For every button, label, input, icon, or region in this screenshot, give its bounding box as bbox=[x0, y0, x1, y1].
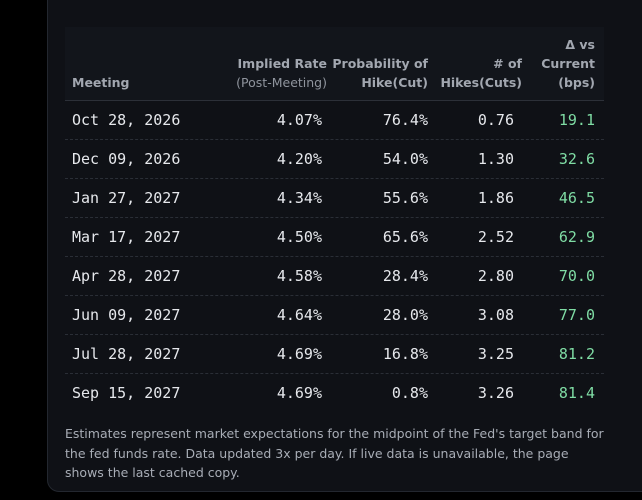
cell-meeting: Jul 28, 2027 bbox=[72, 345, 181, 363]
cell-probability: 55.6% bbox=[382, 189, 428, 207]
cell-hikes: 3.08 bbox=[477, 306, 514, 324]
cell-delta: 62.9 bbox=[558, 228, 595, 246]
cell-implied-rate: 4.34% bbox=[276, 189, 322, 207]
table-row: Apr 28, 2027 4.58% 28.4% 2.80 70.0 bbox=[65, 257, 604, 296]
cell-probability: 28.0% bbox=[382, 306, 428, 324]
table-row: Mar 17, 2027 4.50% 65.6% 2.52 62.9 bbox=[65, 218, 604, 257]
column-header-implied-rate-sub: (Post-Meeting) bbox=[236, 75, 327, 90]
cell-meeting: Jan 27, 2027 bbox=[72, 189, 181, 207]
cell-meeting: Sep 15, 2027 bbox=[72, 384, 181, 402]
cell-implied-rate: 4.50% bbox=[276, 228, 322, 246]
cell-probability: 65.6% bbox=[382, 228, 428, 246]
cell-implied-rate: 4.64% bbox=[276, 306, 322, 324]
cell-hikes: 3.26 bbox=[477, 384, 514, 402]
cell-probability: 0.8% bbox=[391, 384, 428, 402]
cell-hikes: 2.52 bbox=[477, 228, 514, 246]
cell-hikes: 1.30 bbox=[477, 150, 514, 168]
cell-probability: 54.0% bbox=[382, 150, 428, 168]
cell-meeting: Jun 09, 2027 bbox=[72, 306, 181, 324]
cell-implied-rate: 4.69% bbox=[276, 384, 322, 402]
table-header: Meeting Implied Rate (Post-Meeting) Prob… bbox=[65, 27, 604, 101]
cell-delta: 81.2 bbox=[558, 345, 595, 363]
cell-delta: 19.1 bbox=[558, 111, 595, 129]
cell-hikes: 0.76 bbox=[477, 111, 514, 129]
cell-delta: 46.5 bbox=[558, 189, 595, 207]
table-row: Jun 09, 2027 4.64% 28.0% 3.08 77.0 bbox=[65, 296, 604, 335]
cell-delta: 81.4 bbox=[558, 384, 595, 402]
table-row: Sep 15, 2027 4.69% 0.8% 3.26 81.4 bbox=[65, 374, 604, 412]
column-header-meeting: Meeting bbox=[72, 75, 130, 90]
column-header-probability: Probability of Hike(Cut) bbox=[332, 56, 428, 90]
cell-delta: 70.0 bbox=[558, 267, 595, 285]
cell-implied-rate: 4.69% bbox=[276, 345, 322, 363]
cell-meeting: Dec 09, 2026 bbox=[72, 150, 181, 168]
cell-delta: 77.0 bbox=[558, 306, 595, 324]
column-header-implied-rate: Implied Rate (Post-Meeting) bbox=[236, 56, 327, 90]
cell-implied-rate: 4.07% bbox=[276, 111, 322, 129]
cell-meeting: Mar 17, 2027 bbox=[72, 228, 181, 246]
column-header-hikes: # of Hikes(Cuts) bbox=[440, 56, 522, 90]
cell-delta: 32.6 bbox=[558, 150, 595, 168]
cell-hikes: 1.86 bbox=[477, 189, 514, 207]
table-row: Dec 09, 2026 4.20% 54.0% 1.30 32.6 bbox=[65, 140, 604, 179]
cell-implied-rate: 4.20% bbox=[276, 150, 322, 168]
footnote: Estimates represent market expectations … bbox=[65, 426, 604, 480]
table-row: Oct 28, 2026 4.07% 76.4% 0.76 19.1 bbox=[65, 101, 604, 140]
table-row: Jul 28, 2027 4.69% 16.8% 3.25 81.2 bbox=[65, 335, 604, 374]
column-header-delta: Δ vs Current (bps) bbox=[541, 37, 595, 90]
table-body: Oct 28, 2026 4.07% 76.4% 0.76 19.1 Dec 0… bbox=[65, 101, 604, 412]
rate-expectations-table: Meeting Implied Rate (Post-Meeting) Prob… bbox=[65, 27, 604, 412]
cell-probability: 76.4% bbox=[382, 111, 428, 129]
cell-implied-rate: 4.58% bbox=[276, 267, 322, 285]
cell-meeting: Oct 28, 2026 bbox=[72, 111, 181, 129]
cell-meeting: Apr 28, 2027 bbox=[72, 267, 181, 285]
cell-probability: 28.4% bbox=[382, 267, 428, 285]
cell-hikes: 2.80 bbox=[477, 267, 514, 285]
table-row: Jan 27, 2027 4.34% 55.6% 1.86 46.5 bbox=[65, 179, 604, 218]
cell-probability: 16.8% bbox=[382, 345, 428, 363]
cell-hikes: 3.25 bbox=[477, 345, 514, 363]
